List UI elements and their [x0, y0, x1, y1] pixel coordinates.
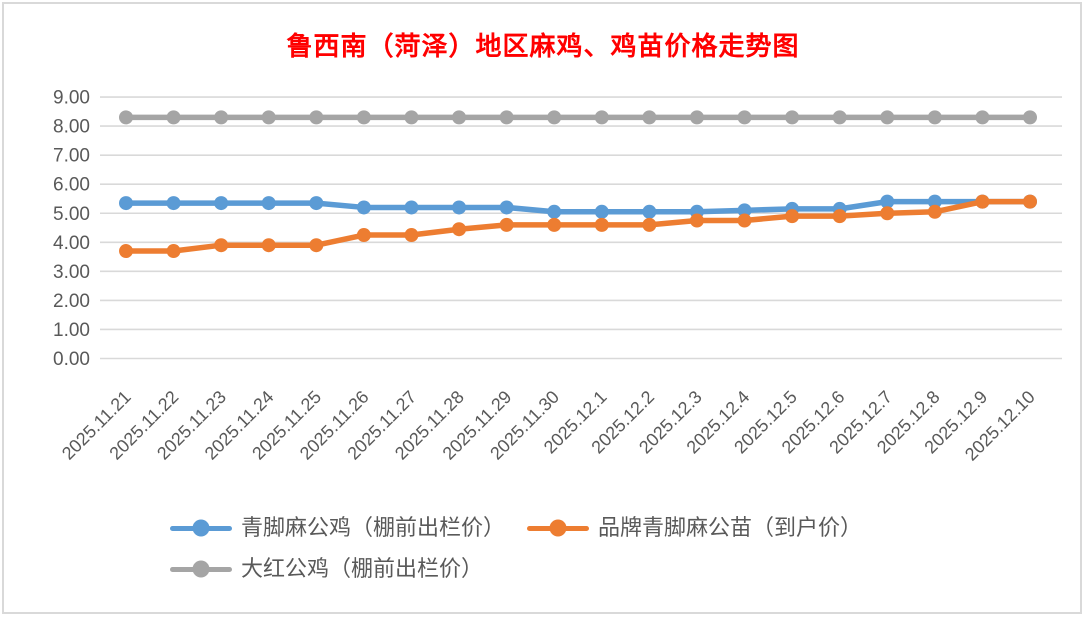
legend-dot-gray-icon — [192, 560, 210, 578]
legend-label-maji-chicken: 青脚麻公鸡（棚前出栏价） — [241, 515, 506, 540]
legend-item-maji-chicken[interactable]: 青脚麻公鸡（棚前出栏价） — [170, 514, 505, 542]
gridlines — [100, 96, 1062, 360]
data-point — [404, 228, 419, 243]
data-point — [832, 209, 847, 224]
y-tick-label: 9.00 — [53, 88, 90, 109]
data-point — [499, 217, 514, 232]
chart-legend: 青脚麻公鸡（棚前出栏价） 品牌青脚麻公苗（到户价） 大红公鸡（棚前出栏价） — [170, 514, 862, 596]
data-point — [785, 209, 800, 224]
data-point — [927, 194, 942, 209]
legend-item-dahong-chicken[interactable]: 大红公鸡（棚前出栏价） — [170, 555, 483, 583]
data-point — [547, 204, 562, 219]
data-point — [309, 110, 324, 125]
data-point — [642, 110, 657, 125]
data-point — [452, 110, 467, 125]
legend-line-gray-icon — [170, 560, 232, 578]
y-tick-label: 5.00 — [53, 204, 90, 225]
data-point — [261, 238, 276, 253]
series-2-line — [119, 194, 1037, 259]
data-point — [309, 238, 324, 253]
data-point — [737, 213, 752, 228]
y-tick-label: 0.00 — [53, 349, 90, 370]
legend-row-2: 大红公鸡（棚前出栏价） — [170, 555, 862, 583]
legend-label-dahong-chicken: 大红公鸡（棚前出栏价） — [241, 556, 484, 581]
y-axis-labels: 0.00 1.00 2.00 3.00 4.00 5.00 6.00 7.00 8.00 9.00 — [53, 88, 90, 370]
data-point — [499, 110, 514, 125]
chart-title: 鲁西南（菏泽）地区麻鸡、鸡苗价格走势图 — [286, 32, 800, 61]
data-point — [737, 203, 752, 218]
data-point — [880, 110, 895, 125]
data-point — [356, 200, 371, 215]
y-tick-label: 6.00 — [53, 175, 90, 196]
y-tick-label: 7.00 — [53, 146, 90, 167]
data-point — [880, 194, 895, 209]
y-tick-label: 8.00 — [53, 117, 90, 138]
y-tick-label: 2.00 — [53, 291, 90, 312]
data-point — [594, 204, 609, 219]
data-point — [261, 110, 276, 125]
data-point — [880, 206, 895, 221]
data-point — [927, 110, 942, 125]
legend-dot-orange-icon — [549, 519, 567, 537]
data-point — [119, 244, 133, 259]
data-point — [1023, 194, 1037, 209]
legend-dot-blue-icon — [192, 519, 210, 537]
data-point — [166, 244, 181, 259]
data-point — [166, 110, 181, 125]
data-point — [499, 200, 514, 215]
data-point — [737, 110, 752, 125]
data-point — [547, 217, 562, 232]
data-point — [1023, 110, 1037, 125]
series-3-line — [119, 110, 1037, 125]
data-point — [356, 228, 371, 243]
data-point — [356, 110, 371, 125]
legend-label-brand-chick: 品牌青脚麻公苗（到户价） — [598, 515, 863, 540]
data-point — [166, 196, 181, 211]
legend-item-brand-chick[interactable]: 品牌青脚麻公苗（到户价） — [527, 514, 862, 542]
data-point — [452, 222, 467, 237]
data-point — [261, 196, 276, 211]
y-tick-label: 3.00 — [53, 262, 90, 283]
data-point — [832, 110, 847, 125]
data-point — [214, 196, 229, 211]
data-point — [547, 110, 562, 125]
x-axis-labels: 2025.11.212025.11.222025.11.232025.11.24… — [58, 387, 1039, 465]
data-point — [927, 204, 942, 219]
data-point — [119, 196, 133, 211]
y-tick-label: 1.00 — [53, 320, 90, 341]
data-point — [975, 110, 990, 125]
data-point — [642, 217, 657, 232]
data-point — [594, 110, 609, 125]
data-point — [214, 238, 229, 253]
legend-line-orange-icon — [527, 519, 590, 537]
data-point — [594, 217, 609, 232]
data-point — [642, 204, 657, 219]
data-point — [214, 110, 229, 125]
data-point — [689, 213, 704, 228]
y-tick-label: 4.00 — [53, 233, 90, 254]
data-point — [689, 110, 704, 125]
data-point — [452, 200, 467, 215]
data-point — [975, 194, 990, 209]
data-point — [404, 200, 419, 215]
legend-line-blue-icon — [170, 519, 232, 537]
data-point — [785, 110, 800, 125]
legend-row-1: 青脚麻公鸡（棚前出栏价） 品牌青脚麻公苗（到户价） — [170, 514, 862, 542]
data-point — [119, 110, 133, 125]
data-point — [309, 196, 324, 211]
data-point — [404, 110, 419, 125]
